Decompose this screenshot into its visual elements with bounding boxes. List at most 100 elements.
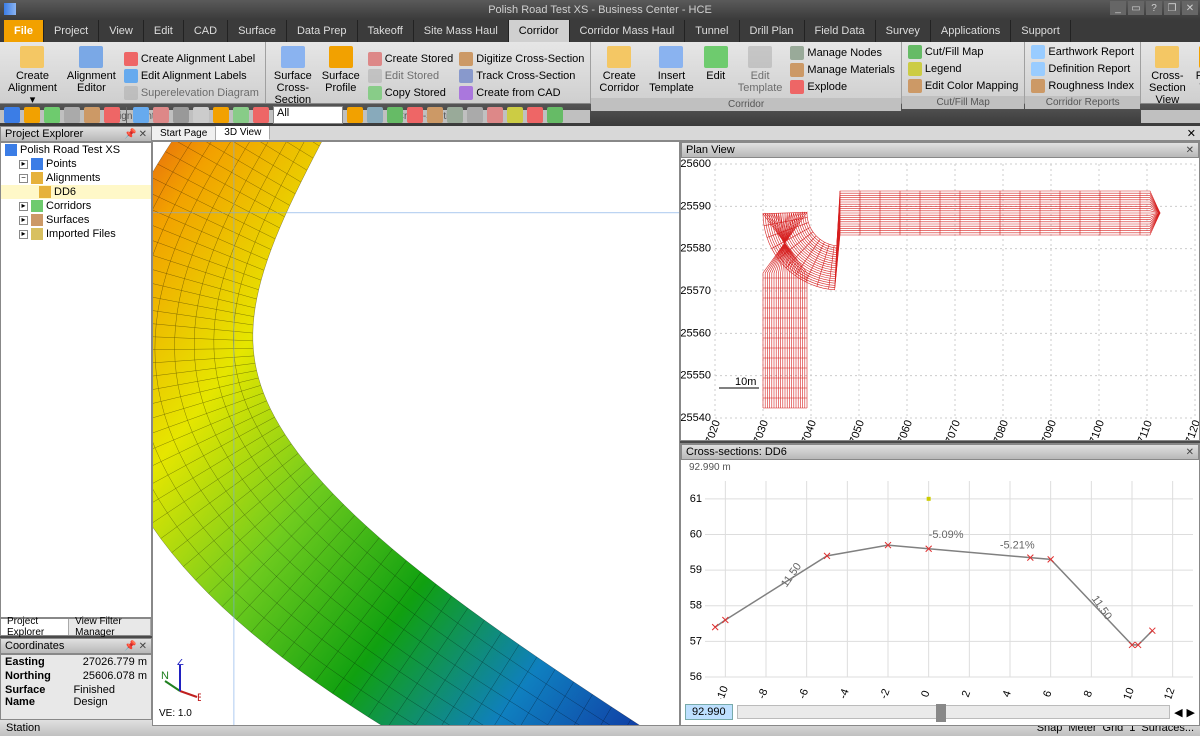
xs-station-value[interactable]: 92.990 bbox=[685, 704, 733, 720]
main-tab-drill-plan[interactable]: Drill Plan bbox=[740, 20, 805, 42]
quickbar-icon[interactable] bbox=[447, 107, 463, 123]
view-tab-start-page[interactable]: Start Page bbox=[152, 127, 216, 140]
tree-node-surfaces[interactable]: ▸Surfaces bbox=[1, 213, 151, 227]
quickbar-icon[interactable] bbox=[387, 107, 403, 123]
quickbar-icon[interactable] bbox=[133, 107, 149, 123]
quickbar-icon[interactable] bbox=[64, 107, 80, 123]
main-tab-field-data[interactable]: Field Data bbox=[805, 20, 876, 42]
ribbon-manage-materials[interactable]: Manage Materials bbox=[788, 62, 896, 78]
ribbon-explode[interactable]: Explode bbox=[788, 79, 896, 95]
ribbon-edit-alignment-labels[interactable]: Edit Alignment Labels bbox=[122, 68, 261, 84]
ribbon-roughness-index[interactable]: Roughness Index bbox=[1029, 78, 1136, 94]
ribbon-copy-stored[interactable]: Copy Stored bbox=[366, 85, 455, 101]
quickbar-icon[interactable] bbox=[467, 107, 483, 123]
quickbar-icon[interactable] bbox=[527, 107, 543, 123]
main-tab-corridor-mass-haul[interactable]: Corridor Mass Haul bbox=[570, 20, 686, 42]
main-tab-support[interactable]: Support bbox=[1011, 20, 1071, 42]
quickbar-icon[interactable] bbox=[4, 107, 20, 123]
restore-button[interactable]: ▭ bbox=[1128, 1, 1144, 15]
xs-step-fwd[interactable]: ▶ bbox=[1187, 706, 1195, 719]
quickbar-icon[interactable] bbox=[427, 107, 443, 123]
xs-step-back[interactable]: ◀ bbox=[1174, 706, 1182, 719]
xs-slider[interactable] bbox=[737, 705, 1170, 719]
xs-slider-handle[interactable] bbox=[936, 704, 946, 722]
quickbar-icon[interactable] bbox=[153, 107, 169, 123]
main-tab-data-prep[interactable]: Data Prep bbox=[287, 20, 358, 42]
cross-section-view[interactable]: Cross-sections: DD6 ✕ 92.990 m 616059585… bbox=[680, 443, 1200, 726]
explorer-tab-project-explorer[interactable]: Project Explorer bbox=[1, 619, 69, 635]
quickbar-icon[interactable] bbox=[104, 107, 120, 123]
quickbar-icon[interactable] bbox=[24, 107, 40, 123]
ribbon-create-alignment-label[interactable]: Create Alignment Label bbox=[122, 51, 261, 67]
help-button[interactable]: ? bbox=[1146, 1, 1162, 15]
main-tab-cad[interactable]: CAD bbox=[184, 20, 228, 42]
ribbon-edit-color-mapping[interactable]: Edit Color Mapping bbox=[906, 78, 1021, 94]
tree-node-alignments[interactable]: −Alignments bbox=[1, 171, 151, 185]
main-tab-tunnel[interactable]: Tunnel bbox=[685, 20, 739, 42]
ribbon-surface-profile[interactable]: SurfaceProfile bbox=[318, 44, 364, 108]
ribbon-create-corridor[interactable]: CreateCorridor bbox=[595, 44, 643, 96]
panel-close-icon[interactable]: ✕ bbox=[1186, 447, 1194, 458]
view-close-icon[interactable]: ✕ bbox=[1183, 127, 1200, 140]
quickbar-icon[interactable] bbox=[193, 107, 209, 123]
tree-node-corridors[interactable]: ▸Corridors bbox=[1, 199, 151, 213]
main-tab-surface[interactable]: Surface bbox=[228, 20, 287, 42]
ribbon-create-alignment-[interactable]: CreateAlignment ▾ bbox=[4, 44, 61, 108]
ribbon-profile-view[interactable]: ProfileView bbox=[1192, 44, 1200, 108]
main-tab-site-mass-haul[interactable]: Site Mass Haul bbox=[414, 20, 509, 42]
maximize-button[interactable]: ❐ bbox=[1164, 1, 1180, 15]
plan-view[interactable]: Plan View ✕ 2560025590255802557025560255… bbox=[680, 141, 1200, 441]
panel-close-icon[interactable]: ✕ bbox=[1186, 145, 1194, 156]
pin-icon[interactable]: 📌 bbox=[124, 641, 136, 652]
close-button[interactable]: ✕ bbox=[1182, 1, 1198, 15]
main-tab-project[interactable]: Project bbox=[44, 20, 99, 42]
compass-icon[interactable]: E N Z bbox=[159, 659, 201, 701]
ribbon-track-cross-section[interactable]: Track Cross-Section bbox=[457, 68, 586, 84]
ribbon-manage-nodes[interactable]: Manage Nodes bbox=[788, 45, 896, 61]
ribbon-insert-template[interactable]: InsertTemplate bbox=[645, 44, 698, 96]
quickbar-icon[interactable] bbox=[507, 107, 523, 123]
tree-root[interactable]: Polish Road Test XS bbox=[1, 143, 151, 157]
quickbar-icon[interactable] bbox=[487, 107, 503, 123]
main-tab-applications[interactable]: Applications bbox=[931, 20, 1011, 42]
pin-icon[interactable]: 📌 bbox=[124, 129, 136, 140]
main-tab-view[interactable]: View bbox=[99, 20, 144, 42]
quickbar-icon[interactable] bbox=[547, 107, 563, 123]
quickbar-icon[interactable] bbox=[407, 107, 423, 123]
ribbon-create-from-cad[interactable]: Create from CAD bbox=[457, 85, 586, 101]
quickbar-icon[interactable] bbox=[347, 107, 363, 123]
ribbon-alignment-editor[interactable]: AlignmentEditor bbox=[63, 44, 120, 108]
tree-node-imported-files[interactable]: ▸Imported Files bbox=[1, 227, 151, 241]
quickbar-icon[interactable] bbox=[367, 107, 383, 123]
main-tab-corridor[interactable]: Corridor bbox=[509, 20, 570, 42]
ribbon-cross-section-view[interactable]: Cross-Section View bbox=[1145, 44, 1190, 108]
quickbar-icon[interactable] bbox=[213, 107, 229, 123]
project-explorer-tree[interactable]: Polish Road Test XS▸Points−AlignmentsDD6… bbox=[0, 142, 152, 618]
ribbon-edit[interactable]: Edit bbox=[700, 44, 732, 96]
ribbon-definition-report[interactable]: Definition Report bbox=[1029, 61, 1136, 77]
explorer-tab-view-filter-manager[interactable]: View Filter Manager bbox=[69, 619, 151, 635]
ribbon-earthwork-report[interactable]: Earthwork Report bbox=[1029, 44, 1136, 60]
quickbar-icon[interactable] bbox=[84, 107, 100, 123]
tree-node-points[interactable]: ▸Points bbox=[1, 157, 151, 171]
main-tab-file[interactable]: File bbox=[4, 20, 44, 42]
minimize-button[interactable]: _ bbox=[1110, 1, 1126, 15]
ribbon-digitize-cross-section[interactable]: Digitize Cross-Section bbox=[457, 51, 586, 67]
ribbon-cut-fill-map[interactable]: Cut/Fill Map bbox=[906, 44, 1021, 60]
tree-node-dd6[interactable]: DD6 bbox=[1, 185, 151, 199]
ribbon-create-stored[interactable]: Create Stored bbox=[366, 51, 455, 67]
quickbar-icon[interactable] bbox=[233, 107, 249, 123]
main-tab-edit[interactable]: Edit bbox=[144, 20, 184, 42]
main-tab-takeoff[interactable]: Takeoff bbox=[358, 20, 414, 42]
quickbar-icon[interactable] bbox=[44, 107, 60, 123]
layer-combo[interactable]: All bbox=[273, 106, 343, 124]
panel-close-icon[interactable]: ✕ bbox=[139, 129, 147, 140]
main-tab-survey[interactable]: Survey bbox=[876, 20, 931, 42]
view-tab-3d-view[interactable]: 3D View bbox=[216, 126, 270, 140]
quickbar-icon[interactable] bbox=[253, 107, 269, 123]
panel-close-icon[interactable]: ✕ bbox=[139, 641, 147, 652]
quickbar-icon[interactable] bbox=[173, 107, 189, 123]
ribbon-legend[interactable]: Legend bbox=[906, 61, 1021, 77]
3d-view[interactable]: VE: 1.0 E N Z bbox=[152, 141, 680, 726]
ribbon-surface-cross-section[interactable]: Surface Cross-Section bbox=[270, 44, 316, 108]
